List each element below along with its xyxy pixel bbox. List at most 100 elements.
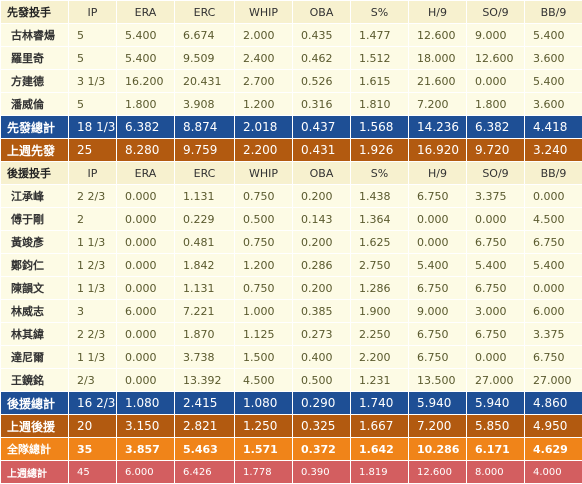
s-pct-cell: 1.625 [351,231,409,254]
row-label: 方建德 [1,70,69,93]
ip-cell: 25 [69,139,117,162]
erc-cell: 1.131 [175,185,235,208]
so9-cell: 6.750 [467,231,525,254]
so9-cell: 27.000 [467,369,525,392]
era-cell: 8.280 [117,139,175,162]
row-label: 上週後援 [1,415,69,438]
era-cell: 6.000 [117,461,175,484]
s-pct-cell: 2.200 [351,346,409,369]
s-pct-cell: 1.667 [351,415,409,438]
bb9-cell: 6.000 [525,300,582,323]
h9-cell: 12.600 [409,24,467,47]
era-cell: 6.000 [117,300,175,323]
bb9-cell: 27.000 [525,369,582,392]
era-cell: 0.000 [117,208,175,231]
bb9-cell: 6.750 [525,346,582,369]
oba-cell: 0.437 [293,116,351,139]
bb9-cell: 4.950 [525,415,582,438]
ip-cell: 3 [69,300,117,323]
h9-cell: 18.000 [409,47,467,70]
whip-cell: 4.500 [235,369,293,392]
row-label: 全隊總計 [1,438,69,461]
h9-cell: 0.000 [409,208,467,231]
row-label: 先發投手 [1,1,69,24]
h9-cell: 6.750 [409,277,467,300]
ip-cell: 5 [69,93,117,116]
bb9-cell: 3.375 [525,323,582,346]
erc-cell: 9.509 [175,47,235,70]
whip-cell: 1.080 [235,392,293,415]
erc-cell: ERC [175,162,235,185]
so9-cell: 6.750 [467,323,525,346]
h9-cell: 16.920 [409,139,467,162]
erc-cell: 3.908 [175,93,235,116]
s-pct-cell: 1.286 [351,277,409,300]
erc-cell: 1.131 [175,277,235,300]
bb9-cell: BB/9 [525,1,582,24]
erc-cell: 7.221 [175,300,235,323]
bb9-cell: 4.629 [525,438,582,461]
row-label: 林其緯 [1,323,69,346]
era-cell: 0.000 [117,277,175,300]
oba-cell: 0.462 [293,47,351,70]
oba-cell: 0.500 [293,369,351,392]
bb9-cell: 6.750 [525,231,582,254]
era-cell: 0.000 [117,346,175,369]
h9-cell: 13.500 [409,369,467,392]
ip-cell: 1 1/3 [69,277,117,300]
row-label: 上週總計 [1,461,69,484]
bb9-cell: 3.600 [525,93,582,116]
h9-cell: H/9 [409,162,467,185]
row-label: 陳韻文 [1,277,69,300]
oba-cell: 0.200 [293,277,351,300]
h9-cell: 5.940 [409,392,467,415]
so9-cell: 0.000 [467,208,525,231]
erc-cell: 0.229 [175,208,235,231]
ip-cell: 2 2/3 [69,185,117,208]
h9-cell: 0.000 [409,231,467,254]
so9-cell: 0.000 [467,70,525,93]
whip-cell: 1.571 [235,438,293,461]
era-cell: 3.150 [117,415,175,438]
oba-cell: 0.372 [293,438,351,461]
so9-cell: 3.000 [467,300,525,323]
whip-cell: 1.778 [235,461,293,484]
oba-cell: 0.385 [293,300,351,323]
so9-cell: 3.375 [467,185,525,208]
s-pct-cell: 1.642 [351,438,409,461]
ip-cell: 5 [69,47,117,70]
whip-cell: 1.200 [235,254,293,277]
s-pct-cell: 1.364 [351,208,409,231]
ip-cell: 45 [69,461,117,484]
era-cell: 1.080 [117,392,175,415]
erc-cell: 2.415 [175,392,235,415]
row-label: 林威志 [1,300,69,323]
ip-cell: 35 [69,438,117,461]
erc-cell: 5.463 [175,438,235,461]
era-cell: 0.000 [117,185,175,208]
whip-cell: 2.018 [235,116,293,139]
era-cell: ERA [117,1,175,24]
whip-cell: WHIP [235,162,293,185]
era-cell: 1.800 [117,93,175,116]
s-pct-cell: 1.568 [351,116,409,139]
so9-cell: SO/9 [467,162,525,185]
ip-cell: 3 1/3 [69,70,117,93]
whip-cell: 0.750 [235,277,293,300]
ip-cell: 2/3 [69,369,117,392]
row-label: 上週先發 [1,139,69,162]
ip-cell: 16 2/3 [69,392,117,415]
ip-cell: 18 1/3 [69,116,117,139]
row-label: 黃竣彥 [1,231,69,254]
oba-cell: 0.200 [293,231,351,254]
oba-cell: 0.325 [293,415,351,438]
era-cell: 16.200 [117,70,175,93]
